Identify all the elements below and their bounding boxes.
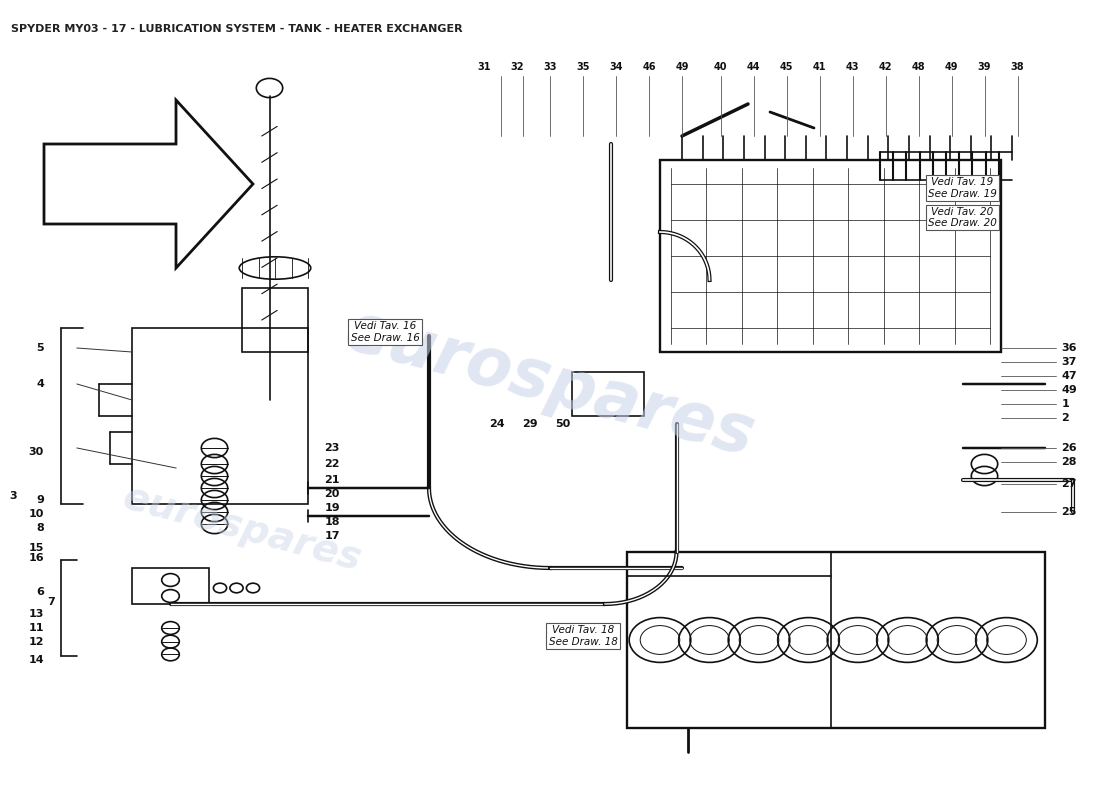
Text: 39: 39 bbox=[978, 62, 991, 72]
Text: 35: 35 bbox=[576, 62, 590, 72]
Text: Vedi Tav. 19
See Draw. 19: Vedi Tav. 19 See Draw. 19 bbox=[928, 178, 997, 198]
Bar bbox=[572, 372, 644, 416]
Text: 47: 47 bbox=[1062, 371, 1077, 381]
Text: 50: 50 bbox=[556, 419, 571, 429]
Text: 33: 33 bbox=[543, 62, 557, 72]
Text: eurospares: eurospares bbox=[338, 298, 762, 470]
Text: 13: 13 bbox=[29, 610, 44, 619]
Text: 4: 4 bbox=[36, 379, 44, 389]
Text: 42: 42 bbox=[879, 62, 892, 72]
Text: Vedi Tav. 16
See Draw. 16: Vedi Tav. 16 See Draw. 16 bbox=[351, 321, 419, 342]
Text: 21: 21 bbox=[324, 475, 340, 485]
Text: 49: 49 bbox=[675, 62, 689, 72]
Bar bbox=[627, 552, 1045, 728]
Text: 43: 43 bbox=[846, 62, 859, 72]
Text: 7: 7 bbox=[47, 597, 55, 606]
Text: 28: 28 bbox=[1062, 458, 1077, 467]
Text: 10: 10 bbox=[29, 509, 44, 518]
Text: 5: 5 bbox=[36, 343, 44, 353]
Bar bbox=[132, 568, 209, 604]
Text: 40: 40 bbox=[714, 62, 727, 72]
Text: 45: 45 bbox=[780, 62, 793, 72]
Text: 34: 34 bbox=[609, 62, 623, 72]
Text: 37: 37 bbox=[1062, 357, 1077, 366]
Text: 15: 15 bbox=[29, 543, 44, 553]
Text: 48: 48 bbox=[912, 62, 925, 72]
Text: 31: 31 bbox=[477, 62, 491, 72]
Text: 17: 17 bbox=[324, 531, 340, 541]
Text: SPYDER MY03 - 17 - LUBRICATION SYSTEM - TANK - HEATER EXCHANGER: SPYDER MY03 - 17 - LUBRICATION SYSTEM - … bbox=[11, 24, 463, 34]
Text: 16: 16 bbox=[29, 554, 44, 563]
Text: eurospares: eurospares bbox=[119, 478, 365, 578]
Text: 25: 25 bbox=[1062, 507, 1077, 517]
Text: 12: 12 bbox=[29, 637, 44, 646]
Text: 46: 46 bbox=[642, 62, 656, 72]
Text: 30: 30 bbox=[29, 447, 44, 457]
Text: 44: 44 bbox=[747, 62, 760, 72]
Text: 18: 18 bbox=[324, 517, 340, 526]
Text: 49: 49 bbox=[1062, 385, 1077, 394]
Text: 9: 9 bbox=[36, 495, 44, 505]
Text: 3: 3 bbox=[9, 491, 16, 501]
Text: 19: 19 bbox=[324, 503, 340, 513]
Bar bbox=[132, 328, 308, 504]
Text: 36: 36 bbox=[1062, 343, 1077, 353]
Bar bbox=[242, 288, 308, 352]
Text: 32: 32 bbox=[510, 62, 524, 72]
Text: 1: 1 bbox=[1062, 399, 1069, 409]
Bar bbox=[660, 160, 1001, 352]
Text: 27: 27 bbox=[1062, 479, 1077, 489]
Text: 24: 24 bbox=[490, 419, 505, 429]
Text: 22: 22 bbox=[324, 459, 340, 469]
Text: 6: 6 bbox=[36, 587, 44, 597]
Text: 2: 2 bbox=[1062, 414, 1069, 423]
Text: 26: 26 bbox=[1062, 443, 1077, 453]
Text: 11: 11 bbox=[29, 623, 44, 633]
Text: 49: 49 bbox=[945, 62, 958, 72]
Text: 14: 14 bbox=[29, 655, 44, 665]
Text: 41: 41 bbox=[813, 62, 826, 72]
Text: 38: 38 bbox=[1011, 62, 1024, 72]
Text: 20: 20 bbox=[324, 489, 340, 498]
Text: 8: 8 bbox=[36, 523, 44, 533]
Text: 23: 23 bbox=[324, 443, 340, 453]
Text: 29: 29 bbox=[522, 419, 538, 429]
Text: Vedi Tav. 20
See Draw. 20: Vedi Tav. 20 See Draw. 20 bbox=[928, 207, 997, 229]
Text: Vedi Tav. 18
See Draw. 18: Vedi Tav. 18 See Draw. 18 bbox=[549, 626, 617, 646]
